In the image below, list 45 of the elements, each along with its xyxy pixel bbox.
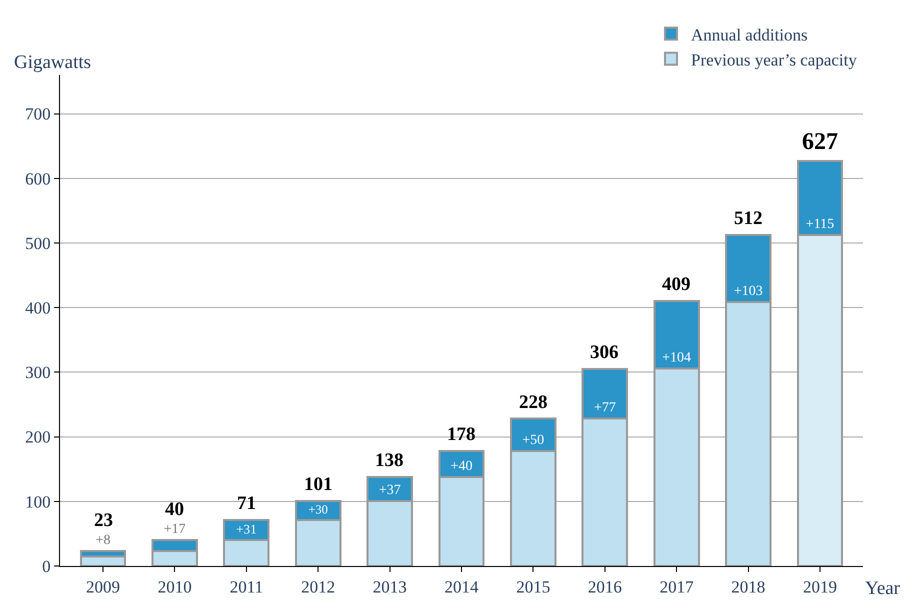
data-label: +30 — [308, 502, 328, 517]
data-label: +31 — [236, 521, 257, 536]
y-tick-label: 400 — [25, 298, 51, 318]
total-label: 40 — [165, 499, 184, 520]
data-label: +103 — [734, 284, 763, 299]
total-label: 627 — [802, 129, 838, 155]
x-tick-label: 2011 — [230, 577, 264, 596]
data-label: +37 — [378, 482, 401, 498]
x-tick-label: 2018 — [731, 577, 766, 596]
total-label: 178 — [447, 424, 476, 445]
y-tick-label: 0 — [42, 556, 51, 576]
legend-label: Previous year’s capacity — [691, 50, 858, 70]
data-label: +17 — [164, 522, 186, 538]
y-tick-label: 500 — [25, 234, 51, 253]
x-tick-label: 2015 — [516, 577, 550, 596]
x-tick-label: 2019 — [802, 577, 837, 596]
data-label: +104 — [662, 350, 692, 366]
x-axis-title: Year — [865, 578, 901, 599]
total-label: 71 — [237, 493, 256, 514]
x-tick-label: 2017 — [660, 577, 694, 596]
y-tick-label: 600 — [25, 169, 51, 188]
total-label: 23 — [94, 510, 113, 531]
total-label: 409 — [662, 274, 690, 295]
total-label: 101 — [304, 474, 332, 495]
y-tick-label: 700 — [25, 104, 51, 124]
x-tick-label: 2014 — [444, 577, 479, 596]
x-tick-label: 2012 — [301, 577, 336, 596]
y-tick-label: 200 — [25, 428, 51, 447]
data-label: +8 — [96, 533, 110, 548]
y-axis-title: Gigawatts — [14, 52, 92, 73]
x-tick-label: 2010 — [158, 577, 192, 596]
data-label: +115 — [806, 217, 834, 232]
data-label: +77 — [594, 400, 616, 416]
x-tick-label: 2013 — [372, 577, 407, 596]
y-tick-label: 300 — [25, 363, 51, 382]
data-label: +50 — [522, 433, 544, 448]
x-tick-label: 2016 — [588, 577, 622, 596]
legend-label: Annual additions — [691, 25, 808, 44]
total-label: 138 — [375, 450, 404, 471]
total-label: 306 — [590, 342, 618, 363]
data-label: +40 — [450, 458, 472, 474]
y-tick-label: 100 — [25, 492, 51, 512]
total-label: 228 — [519, 392, 548, 413]
x-tick-label: 2009 — [86, 577, 120, 596]
total-label: 512 — [734, 208, 762, 229]
